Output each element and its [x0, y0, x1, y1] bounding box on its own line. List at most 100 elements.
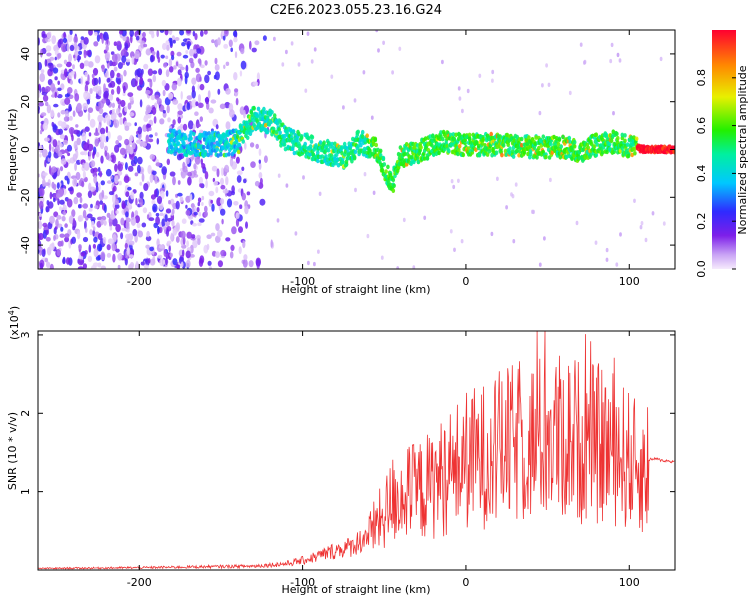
spectrogram-noise-mark: [139, 99, 143, 108]
spectrogram-noise-mark: [45, 206, 50, 213]
spectrogram-noise-mark: [57, 87, 62, 92]
spectrogram-signal-mark: [577, 155, 581, 161]
spectrogram-noise-mark: [633, 198, 636, 203]
spectrogram-noise-mark: [496, 176, 499, 181]
spectrogram-signal-mark: [382, 162, 387, 167]
spectrogram-noise-mark: [199, 83, 205, 91]
spectrogram-signal-mark: [457, 147, 461, 153]
spectrogram-noise-mark: [160, 104, 165, 112]
spectrogram-signal-mark: [456, 151, 460, 157]
spectrogram-noise-mark: [176, 77, 182, 87]
spectrogram-noise-mark: [223, 64, 226, 70]
spectrogram-signal-mark: [550, 150, 555, 155]
spectrogram-noise-mark: [619, 232, 622, 237]
spectrogram-noise-mark: [152, 70, 158, 75]
spectrogram-noise-mark: [42, 94, 49, 102]
spectrogram-noise-mark: [201, 202, 204, 206]
spectrogram-noise-mark: [255, 143, 259, 149]
spectrogram-noise-mark: [229, 109, 235, 118]
spectrogram-noise-mark: [77, 259, 84, 266]
spectrogram-noise-mark: [193, 211, 198, 216]
spectrogram-signal-mark: [203, 152, 208, 157]
spectrogram-noise-mark: [398, 46, 402, 51]
spectrogram-signal-mark: [173, 151, 177, 156]
spectrogram-noise-mark: [158, 244, 164, 249]
spectrogram-noise-mark: [38, 233, 41, 242]
spectrogram-noise-mark: [45, 86, 51, 93]
spectrogram-noise-mark: [258, 159, 261, 164]
spectrogram-noise-mark: [466, 88, 470, 94]
spectrogram-noise-mark: [50, 109, 55, 118]
spectrogram-noise-mark: [249, 40, 252, 50]
spectrogram-noise-mark: [44, 182, 50, 187]
spectrogram-noise-mark: [186, 259, 191, 268]
spectrogram-noise-mark: [103, 31, 109, 41]
spectrogram-signal-mark: [498, 134, 503, 139]
spectrogram-noise-mark: [124, 106, 128, 113]
spectrogram-noise-mark: [149, 246, 155, 252]
spectrogram-noise-mark: [191, 207, 195, 213]
spectrogram-signal-mark: [250, 112, 254, 117]
spectrogram-noise-mark: [117, 264, 121, 269]
spectrogram-noise-mark: [87, 255, 93, 263]
spectrogram-signal-mark: [672, 149, 675, 155]
spectrogram-noise-mark: [230, 244, 235, 251]
spectrogram-noise-mark: [302, 175, 305, 180]
spectrogram-noise-mark: [240, 60, 247, 70]
spectrogram-noise-mark: [200, 64, 205, 69]
spectrogram-noise-mark: [453, 247, 456, 252]
spectrogram-noise-mark: [141, 173, 145, 182]
spectrogram-noise-mark: [53, 197, 56, 203]
spectrogram-noise-mark: [79, 196, 83, 204]
spectrogram-noise-mark: [168, 245, 171, 253]
spectrogram-noise-mark: [153, 116, 157, 124]
spectrogram-signal-mark: [282, 142, 287, 147]
spectrogram-noise-mark: [98, 107, 104, 115]
spectrogram-noise-mark: [239, 70, 243, 77]
spectrogram-noise-mark: [270, 239, 273, 248]
spectrogram-signal-mark: [474, 147, 478, 153]
spectrogram-noise-mark: [163, 62, 168, 68]
spectrogram-noise-mark: [39, 187, 45, 197]
spectrogram-signal-mark: [451, 132, 456, 137]
spectrogram-signal-mark: [467, 132, 472, 138]
spectrogram-noise-mark: [92, 67, 99, 76]
spectrogram-noise-mark: [166, 44, 170, 51]
spectrogram-signal-mark: [461, 152, 466, 158]
spectrogram-signal-mark: [544, 154, 548, 160]
spectrogram-noise-mark: [152, 74, 157, 83]
spectrogram-noise-mark: [123, 85, 126, 94]
spectrogram-noise-mark: [104, 150, 107, 157]
spectrogram-noise-mark: [76, 102, 82, 112]
spectrogram-noise-mark: [217, 260, 223, 268]
spectrogram-signal-mark: [541, 134, 546, 139]
spectrogram-noise-mark: [145, 134, 150, 143]
spectrogram-noise-mark: [142, 142, 148, 148]
spectrogram-noise-mark: [92, 243, 96, 249]
spectrogram-signal-mark: [238, 123, 243, 128]
spectrogram-noise-mark: [215, 186, 219, 194]
spectrogram-noise-mark: [199, 76, 202, 82]
spectrogram-signal-mark: [581, 146, 586, 152]
spectrogram-noise-mark: [78, 216, 82, 222]
spectrogram-noise-mark: [210, 232, 216, 237]
spectrogram-noise-mark: [52, 139, 58, 148]
spectrogram-signal-mark: [620, 132, 625, 138]
spectrogram-noise-mark: [45, 45, 52, 52]
spectrogram-noise-mark: [100, 180, 106, 186]
spectrogram-noise-mark: [47, 201, 54, 209]
spectrogram-noise-mark: [612, 111, 615, 116]
spectrogram-noise-mark: [194, 111, 199, 116]
spectrogram-noise-mark: [205, 96, 210, 105]
spectrogram-noise-mark: [318, 191, 322, 196]
spectrogram-noise-mark: [243, 178, 247, 184]
spectrogram-signal-mark: [528, 148, 533, 154]
spectrogram-signal-mark: [282, 133, 287, 139]
spectrogram-noise-mark: [45, 101, 49, 107]
spectrogram-noise-mark: [177, 110, 183, 115]
spectrogram-signal-mark: [345, 156, 350, 161]
spectrogram-signal-mark: [609, 138, 614, 144]
spectrogram-noise-mark: [172, 99, 179, 105]
x-tick-label: -100: [290, 576, 315, 589]
spectrogram-noise-mark: [105, 126, 109, 134]
